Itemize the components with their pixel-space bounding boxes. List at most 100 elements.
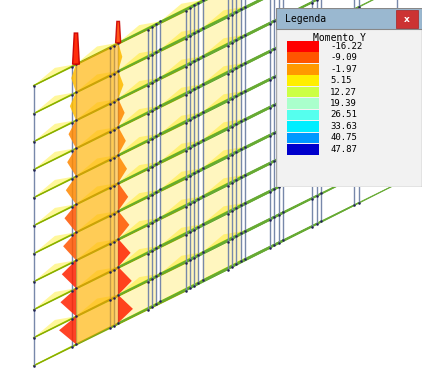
- Polygon shape: [279, 35, 359, 75]
- Polygon shape: [152, 71, 232, 111]
- Polygon shape: [76, 43, 118, 64]
- Text: 26.51: 26.51: [330, 110, 357, 119]
- Polygon shape: [194, 105, 274, 145]
- Polygon shape: [76, 267, 118, 288]
- Polygon shape: [76, 242, 114, 288]
- Polygon shape: [190, 0, 270, 36]
- Polygon shape: [316, 72, 397, 112]
- Polygon shape: [114, 286, 194, 326]
- Polygon shape: [241, 165, 321, 205]
- Bar: [396, 11, 418, 28]
- Polygon shape: [118, 255, 198, 295]
- Polygon shape: [232, 87, 312, 127]
- Polygon shape: [76, 211, 118, 232]
- Polygon shape: [160, 31, 198, 77]
- Polygon shape: [236, 56, 316, 96]
- Polygon shape: [118, 3, 198, 43]
- Polygon shape: [156, 236, 236, 276]
- Polygon shape: [118, 183, 128, 211]
- Polygon shape: [73, 33, 79, 64]
- Polygon shape: [203, 9, 241, 56]
- Polygon shape: [203, 0, 241, 28]
- Polygon shape: [198, 103, 279, 143]
- Polygon shape: [156, 96, 236, 136]
- Polygon shape: [76, 99, 118, 148]
- Polygon shape: [114, 5, 194, 46]
- Polygon shape: [160, 87, 198, 133]
- Polygon shape: [160, 84, 203, 105]
- Bar: [287, 75, 319, 86]
- Polygon shape: [198, 0, 279, 31]
- Polygon shape: [76, 155, 118, 204]
- Polygon shape: [76, 71, 118, 92]
- Polygon shape: [34, 316, 76, 338]
- Polygon shape: [148, 158, 228, 198]
- Polygon shape: [160, 143, 198, 189]
- Polygon shape: [241, 221, 321, 261]
- Polygon shape: [232, 171, 312, 211]
- Polygon shape: [72, 111, 152, 151]
- Polygon shape: [203, 212, 283, 252]
- Polygon shape: [203, 205, 241, 252]
- Bar: [287, 144, 319, 155]
- Bar: [287, 87, 319, 97]
- Polygon shape: [160, 28, 203, 49]
- Polygon shape: [110, 176, 190, 216]
- Polygon shape: [34, 326, 114, 366]
- Polygon shape: [279, 119, 359, 159]
- Polygon shape: [72, 223, 152, 263]
- Polygon shape: [71, 64, 76, 92]
- Polygon shape: [76, 267, 118, 316]
- Text: 19.39: 19.39: [330, 99, 357, 108]
- Polygon shape: [236, 84, 316, 124]
- Polygon shape: [160, 224, 203, 245]
- Polygon shape: [76, 211, 118, 260]
- Polygon shape: [118, 155, 127, 183]
- Polygon shape: [76, 295, 118, 316]
- Polygon shape: [118, 199, 198, 239]
- Text: Legenda: Legenda: [285, 14, 326, 25]
- Polygon shape: [156, 208, 236, 248]
- Polygon shape: [76, 298, 114, 344]
- Polygon shape: [190, 136, 270, 176]
- Polygon shape: [274, 149, 354, 189]
- Polygon shape: [76, 52, 156, 92]
- Polygon shape: [72, 307, 152, 347]
- Polygon shape: [194, 133, 274, 173]
- Bar: [287, 64, 319, 75]
- Polygon shape: [279, 63, 359, 103]
- Polygon shape: [203, 65, 241, 112]
- Polygon shape: [118, 295, 133, 323]
- Polygon shape: [198, 131, 279, 171]
- Polygon shape: [279, 203, 359, 243]
- Polygon shape: [116, 21, 121, 43]
- Polygon shape: [236, 28, 316, 68]
- Polygon shape: [76, 192, 156, 232]
- Polygon shape: [236, 140, 316, 180]
- Polygon shape: [76, 136, 156, 176]
- Polygon shape: [76, 183, 118, 204]
- Polygon shape: [118, 171, 198, 211]
- Polygon shape: [279, 0, 359, 19]
- Polygon shape: [198, 187, 279, 227]
- Polygon shape: [76, 108, 156, 148]
- Polygon shape: [34, 186, 114, 226]
- Polygon shape: [76, 183, 118, 232]
- Bar: [287, 98, 319, 109]
- Text: -16.22: -16.22: [330, 42, 362, 51]
- Polygon shape: [160, 205, 241, 245]
- Polygon shape: [148, 130, 228, 170]
- Polygon shape: [316, 0, 397, 28]
- Polygon shape: [76, 186, 114, 232]
- Polygon shape: [316, 44, 397, 84]
- Polygon shape: [118, 192, 156, 239]
- Text: -9.09: -9.09: [330, 53, 357, 62]
- Polygon shape: [114, 230, 194, 270]
- Polygon shape: [152, 267, 232, 307]
- Polygon shape: [241, 0, 321, 9]
- Polygon shape: [110, 8, 190, 48]
- Polygon shape: [279, 91, 359, 131]
- Polygon shape: [76, 295, 118, 344]
- Polygon shape: [148, 214, 228, 254]
- Polygon shape: [148, 102, 228, 142]
